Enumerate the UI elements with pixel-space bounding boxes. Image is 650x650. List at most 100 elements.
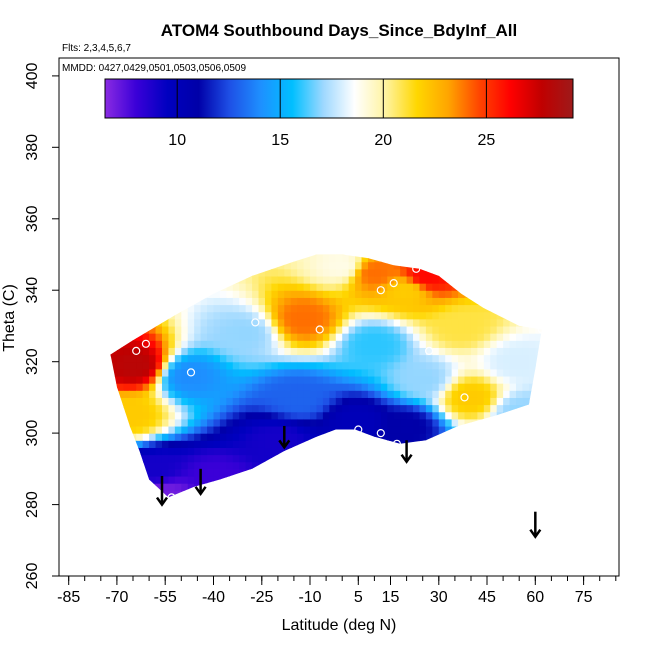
heatmap-cell [245,461,253,470]
heatmap-cell [432,411,440,420]
heatmap-cell [348,290,356,298]
heatmap-cell [509,325,517,334]
heatmap-cell [149,440,157,448]
heatmap-cell [406,411,414,420]
heatmap-cell [207,340,215,348]
heatmap-cell [174,375,182,384]
heatmap-cell [239,368,247,377]
heatmap-cell [194,347,202,356]
heatmap-cell [470,311,478,320]
heatmap-cell [168,418,176,427]
heatmap-cell [400,404,408,413]
heatmap-cell [226,447,234,456]
heatmap-cell [342,311,350,320]
heatmap-cell [342,361,350,370]
heatmap-cell [181,483,189,491]
heatmap-cell [367,425,376,434]
heatmap-cell [194,461,202,470]
heatmap-cell [207,404,215,413]
heatmap-cell [136,383,144,391]
heatmap-cell [393,361,401,370]
heatmap-cell [258,361,266,370]
heatmap-cell [129,368,137,377]
heatmap-cell [155,333,163,341]
heatmap-cell [438,418,446,427]
chart-title: ATOM4 Southbound Days_Since_BdyInf_All [161,21,517,40]
y-tick-label: 380 [24,134,41,161]
heatmap-cell [425,361,433,370]
heatmap-cell [226,411,234,420]
heatmap-cell [136,425,144,434]
heatmap-cell [277,383,285,391]
heatmap-cell [310,268,318,277]
heatmap-cell [335,354,343,363]
heatmap-cell [284,425,292,434]
heatmap-cell [219,433,227,441]
heatmap-cell [239,425,247,434]
heatmap-cell [367,261,376,270]
heatmap-cell [207,461,215,470]
heatmap-cell [470,390,478,398]
heatmap-cell [310,304,318,313]
heatmap-cell [432,361,440,370]
heatmap-cell [445,397,453,406]
heatmap-cell [252,325,260,334]
heatmap-cell [271,390,279,398]
heatmap-cell [393,383,401,391]
observation-point [537,325,546,334]
heatmap-cell [245,390,253,398]
heatmap-cell [239,447,247,456]
heatmap-cell [329,375,337,384]
heatmap-cell [329,254,337,256]
heatmap-cell [342,397,350,406]
heatmap-cell [168,325,176,334]
heatmap-cell [264,283,273,291]
heatmap-cell [174,483,182,491]
heatmap-cell [483,333,491,341]
heatmap-cell [303,304,311,313]
heatmap-cell [458,290,466,298]
heatmap-cell [226,433,234,441]
heatmap-cell [252,440,260,448]
heatmap-cell [490,383,498,391]
heatmap-cell [522,325,530,334]
y-tick-label: 280 [24,491,41,518]
heatmap-cell [252,368,260,377]
heatmap-cell [516,390,524,398]
heatmap-cell [264,425,273,434]
heatmap-cell [297,340,305,348]
heatmap-cell [367,318,376,327]
heatmap-cell [213,461,221,470]
heatmap-cell [406,297,414,306]
heatmap-cell [181,440,189,448]
heatmap-cell [438,397,446,406]
heatmap-cell [161,440,170,448]
heatmap-cell [477,361,485,370]
heatmap-cell [239,304,247,313]
heatmap-cell [483,397,491,406]
heatmap-cell [348,304,356,313]
heatmap-cell [342,354,350,363]
heatmap-cell [413,368,421,377]
heatmap-cell [303,433,311,441]
heatmap-cell [380,261,388,270]
heatmap-cell [528,340,536,348]
heatmap-cell [245,447,253,456]
heatmap-cell [271,290,279,298]
heatmap-cell [322,333,330,341]
heatmap-cell [342,297,350,306]
heatmap-cell [393,404,401,413]
heatmap-cell [213,361,221,370]
heatmap-cell [458,375,466,384]
heatmap-cell [380,404,388,413]
heatmap-cell [252,347,260,356]
heatmap-cell [322,347,330,356]
heatmap-cell [355,254,363,263]
heatmap-cell [219,404,227,413]
heatmap-cell [149,325,157,334]
heatmap-cell [432,304,440,313]
heatmap-cell [335,418,343,427]
heatmap-cell [264,433,273,441]
heatmap-cell [264,375,273,384]
heatmap-cell [142,440,150,448]
